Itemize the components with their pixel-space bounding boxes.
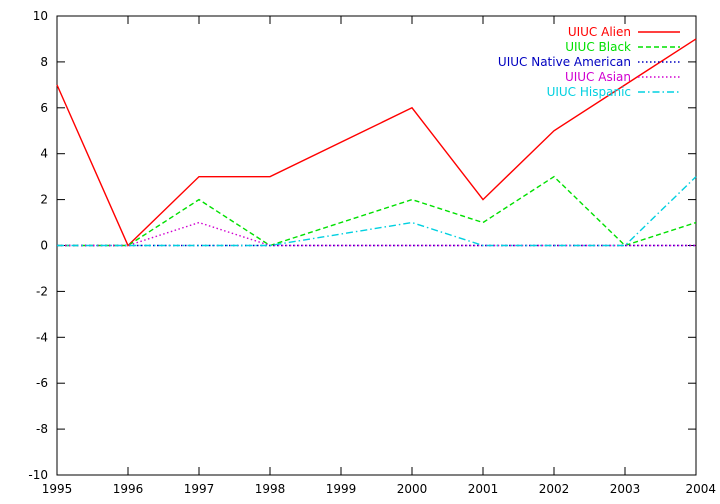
y-tick-label: -6	[36, 376, 48, 390]
y-tick-label: 4	[40, 147, 48, 161]
y-tick-label: 6	[40, 101, 48, 115]
series-line-uiuc-alien	[56, 38, 697, 247]
legend-label: UIUC Asian	[565, 70, 631, 84]
series-line-uiuc-black	[57, 175, 697, 247]
x-tick-label: 1995	[42, 482, 73, 496]
y-tick-label: 0	[40, 239, 48, 253]
legend-label: UIUC Native American	[498, 55, 631, 69]
x-tick-label: 2004	[685, 482, 716, 496]
legend-label: UIUC Alien	[568, 25, 631, 39]
y-tick-labels: -10 -8 -6 -4 -2 0 2 4 6 8 10	[28, 9, 48, 482]
series-line-uiuc-asian	[57, 221, 696, 247]
x-tick-label: 1998	[255, 482, 286, 496]
x-tick-label: 2003	[610, 482, 641, 496]
legend-label: UIUC Hispanic	[547, 85, 631, 99]
y-tick-label: -2	[36, 284, 48, 298]
y-tick-label: -4	[36, 330, 48, 344]
x-tick-label: 1999	[326, 482, 357, 496]
x-tick-label: 1996	[113, 482, 144, 496]
y-tick-label: -8	[36, 422, 48, 436]
y-tick-label: 8	[40, 55, 48, 69]
x-tick-label: 2002	[539, 482, 570, 496]
x-tick-label: 1997	[184, 482, 215, 496]
series-group	[56, 38, 697, 247]
x-tick-labels: 1995 1996 1997 1998 1999 2000 2001 2002 2003 2004	[42, 482, 716, 496]
x-tick-label: 2001	[468, 482, 499, 496]
y-tick-label: 2	[40, 193, 48, 207]
y-tick-label: -10	[28, 468, 48, 482]
x-tick-label: 2000	[397, 482, 428, 496]
legend-label: UIUC Black	[565, 40, 631, 54]
y-tick-label: 10	[33, 9, 48, 23]
